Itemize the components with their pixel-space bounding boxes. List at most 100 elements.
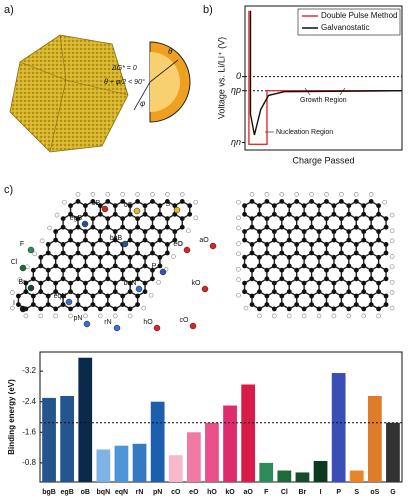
hydrogen bbox=[389, 290, 395, 295]
atom bbox=[172, 211, 178, 217]
atom bbox=[90, 302, 96, 307]
atom bbox=[361, 306, 367, 312]
site-label: cO bbox=[180, 317, 190, 324]
atom bbox=[97, 229, 103, 234]
atom bbox=[53, 280, 59, 286]
atom bbox=[45, 250, 51, 256]
hydrogen bbox=[171, 254, 176, 259]
bar bbox=[132, 443, 147, 482]
angle-label: φ bbox=[140, 99, 145, 108]
atom bbox=[286, 306, 292, 312]
atom bbox=[142, 203, 148, 209]
atom bbox=[324, 267, 329, 273]
atom bbox=[53, 289, 59, 295]
atom bbox=[286, 229, 292, 234]
atom bbox=[353, 267, 359, 273]
atom bbox=[279, 267, 285, 273]
atom bbox=[249, 267, 255, 273]
dopant-atom bbox=[19, 264, 27, 272]
atom bbox=[353, 224, 359, 230]
y-tick-label: -0.8 bbox=[22, 458, 36, 467]
atom bbox=[112, 237, 118, 243]
site-label: I bbox=[13, 300, 15, 307]
atom bbox=[127, 203, 133, 209]
y-tick-label: ηn bbox=[231, 137, 241, 147]
atom bbox=[135, 302, 140, 307]
hydrogen bbox=[75, 192, 81, 197]
hydrogen bbox=[178, 241, 184, 246]
atom bbox=[30, 267, 36, 273]
atom bbox=[338, 242, 344, 247]
atom bbox=[242, 254, 247, 260]
atom bbox=[309, 276, 314, 282]
atom bbox=[353, 276, 359, 282]
atom bbox=[309, 250, 314, 256]
hydrogen bbox=[301, 313, 307, 319]
annotation: Nucleation Region bbox=[276, 129, 333, 136]
atom bbox=[368, 250, 374, 256]
atom bbox=[53, 254, 59, 260]
atom bbox=[60, 242, 66, 247]
atom bbox=[164, 250, 170, 256]
site-label: Cl bbox=[11, 259, 18, 266]
atom bbox=[257, 280, 262, 286]
atom bbox=[353, 199, 359, 204]
hydrogen bbox=[236, 277, 241, 282]
site-label: eqN bbox=[54, 293, 67, 300]
atom bbox=[324, 276, 329, 282]
atom bbox=[346, 289, 352, 295]
site-label: aO bbox=[199, 237, 209, 244]
x-tick-label: Cl bbox=[281, 489, 288, 496]
atom bbox=[324, 224, 329, 230]
atom bbox=[301, 263, 307, 269]
atom bbox=[142, 211, 148, 217]
atom bbox=[97, 306, 103, 312]
atom bbox=[135, 293, 140, 299]
atom bbox=[164, 242, 170, 247]
atom bbox=[331, 263, 337, 269]
atom bbox=[60, 293, 66, 299]
hydrogen bbox=[32, 251, 38, 257]
dopant-atom bbox=[19, 305, 27, 313]
atom bbox=[294, 267, 300, 273]
hydrogen bbox=[236, 292, 241, 298]
atom bbox=[376, 211, 382, 217]
hydrogen bbox=[193, 215, 199, 221]
atom bbox=[135, 276, 140, 282]
atom bbox=[353, 242, 359, 247]
bar bbox=[78, 357, 93, 482]
atom bbox=[264, 199, 270, 204]
atom bbox=[368, 216, 374, 222]
atom bbox=[346, 263, 352, 269]
dopant-atom bbox=[153, 324, 161, 332]
hydrogen bbox=[324, 192, 329, 197]
atom bbox=[376, 306, 382, 312]
bar bbox=[205, 422, 219, 482]
atom bbox=[105, 216, 111, 222]
x-tick-label: eO bbox=[189, 489, 199, 496]
x-tick-label: S bbox=[354, 489, 359, 496]
atom bbox=[53, 263, 59, 269]
atom bbox=[294, 224, 300, 230]
atom bbox=[112, 289, 118, 295]
atom bbox=[83, 263, 88, 269]
dopant-atom bbox=[65, 298, 73, 306]
dopant-atom bbox=[27, 284, 35, 292]
atom bbox=[316, 229, 322, 234]
hydrogen bbox=[165, 192, 170, 197]
atom bbox=[383, 293, 389, 299]
atom bbox=[383, 250, 389, 256]
hydrogen bbox=[10, 305, 15, 311]
atom bbox=[324, 302, 329, 307]
atom bbox=[127, 229, 133, 234]
atom bbox=[164, 199, 170, 204]
x-tick-label: hO bbox=[207, 489, 217, 496]
atom bbox=[249, 199, 255, 204]
hydrogen bbox=[271, 313, 277, 319]
atom bbox=[249, 276, 255, 282]
atom bbox=[368, 199, 374, 204]
atom bbox=[150, 250, 155, 256]
atom bbox=[60, 276, 66, 282]
atom bbox=[294, 242, 300, 247]
dopant-atom bbox=[113, 324, 121, 332]
